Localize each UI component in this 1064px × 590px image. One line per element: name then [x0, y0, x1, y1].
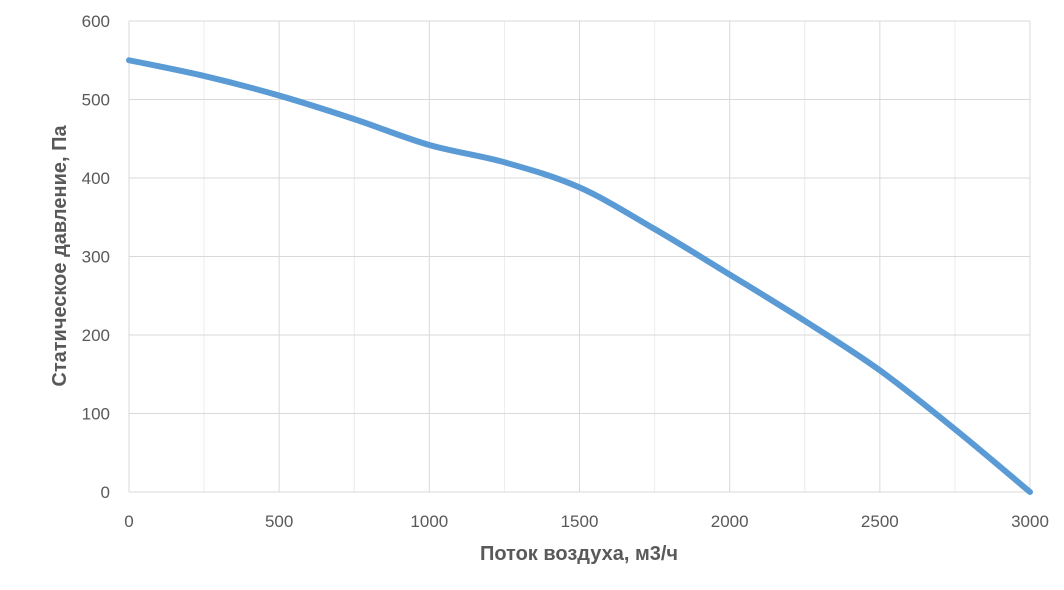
- y-axis-title: Статическое давление, Па: [49, 125, 71, 387]
- x-tick-label: 1500: [561, 512, 599, 531]
- y-tick-labels: 0 100 200 300 400 500 600: [82, 12, 110, 502]
- series-line: [126, 57, 1033, 495]
- y-tick-label: 500: [82, 91, 110, 110]
- x-tick-label: 2000: [711, 512, 749, 531]
- y-tick-label: 400: [82, 169, 110, 188]
- x-tick-label: 500: [265, 512, 293, 531]
- series-group: [126, 57, 1033, 495]
- y-tick-label: 600: [82, 12, 110, 31]
- x-axis-title: Поток воздуха, м3/ч: [480, 543, 678, 565]
- x-tick-label: 2500: [861, 512, 899, 531]
- x-tick-labels: 0 500 1000 1500 2000 2500 3000: [124, 512, 1049, 531]
- y-tick-label: 0: [101, 483, 110, 502]
- grid: [128, 20, 1031, 493]
- x-tick-label: 0: [124, 512, 133, 531]
- x-tick-label: 1000: [410, 512, 448, 531]
- x-tick-label: 3000: [1011, 512, 1049, 531]
- y-tick-label: 300: [82, 248, 110, 267]
- y-tick-label: 200: [82, 326, 110, 345]
- y-tick-label: 100: [82, 405, 110, 424]
